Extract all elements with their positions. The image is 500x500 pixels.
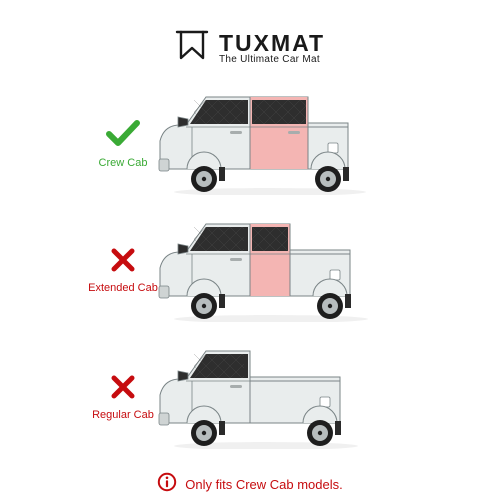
cross-indicator: Extended Cab — [88, 247, 158, 294]
brand-name: TUXMAT — [219, 31, 325, 55]
cab-option-label: Crew Cab — [99, 157, 148, 169]
cross-indicator: Regular Cab — [88, 374, 158, 421]
brand-tagline: The Ultimate Car Mat — [219, 55, 325, 66]
brand-logo-icon — [175, 28, 209, 69]
cab-option-label: Regular Cab — [92, 409, 154, 421]
fit-note-text: Only fits Crew Cab models. — [185, 477, 343, 492]
cross-icon — [110, 247, 136, 278]
cab-option-label: Extended Cab — [88, 282, 158, 294]
cab-options: Crew Cab Extended Cab Regular Cab — [0, 87, 500, 454]
cross-icon — [110, 374, 136, 405]
truck-illustration-extended — [158, 214, 408, 327]
check-indicator: Crew Cab — [88, 118, 158, 169]
info-icon — [157, 472, 177, 497]
cab-option-regular: Regular Cab — [0, 341, 500, 454]
truck-illustration-crew — [158, 87, 408, 200]
brand-header: TUXMAT The Ultimate Car Mat — [0, 0, 500, 69]
cab-option-crew: Crew Cab — [0, 87, 500, 200]
truck-illustration-regular — [158, 341, 408, 454]
check-icon — [106, 118, 140, 153]
fit-note: Only fits Crew Cab models. — [0, 472, 500, 497]
cab-option-extended: Extended Cab — [0, 214, 500, 327]
